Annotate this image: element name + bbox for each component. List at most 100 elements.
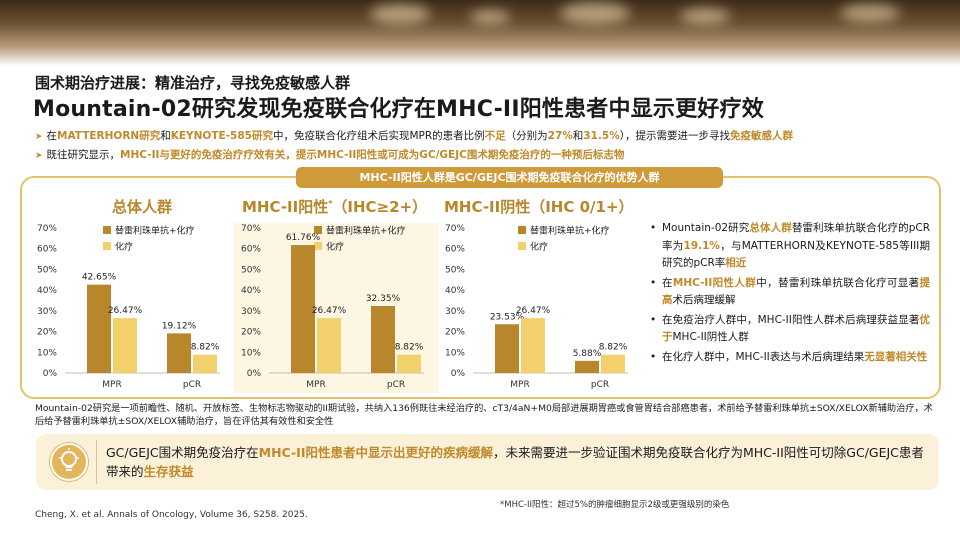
y-tick-label: 70% — [445, 224, 465, 234]
citation: Cheng, X. et al. Annals of Oncology, Vol… — [35, 510, 308, 520]
legend-label-combo: 替雷利珠单抗+化疗 — [115, 225, 195, 237]
text-segment: （分别为 — [505, 130, 548, 142]
legend-swatch-chemo — [518, 242, 526, 250]
category-label: pCR — [387, 380, 405, 390]
legend-label-combo: 替雷利珠单抗+化疗 — [326, 225, 406, 237]
y-tick-label: 60% — [241, 245, 261, 255]
highlighted-text: MATTERHORN研究 — [57, 130, 161, 142]
y-tick-label: 0% — [43, 369, 58, 379]
data-label: 32.35% — [366, 294, 401, 304]
bar-chemo — [521, 318, 545, 373]
intro-bullet-text: 既往研究显示，MHC-II与更好的免疫治疗疗效有关，提示MHC-II阳性或可成为… — [47, 149, 625, 161]
chart-title-sup: * — [328, 199, 333, 208]
legend-label-combo: 替雷利珠单抗+化疗 — [530, 225, 610, 237]
data-label: 19.12% — [162, 321, 197, 331]
highlighted-text: 优于 — [662, 313, 930, 344]
data-label: 61.76% — [286, 233, 321, 243]
text-segment: 和 — [160, 130, 171, 142]
y-tick-label: 0% — [451, 369, 466, 379]
legend-swatch-chemo — [103, 242, 111, 250]
data-label: 23.53% — [490, 312, 525, 322]
intro-bullet-text: 在MATTERHORN研究和KEYNOTE-585研究中，免疫联合化疗组术后实现… — [47, 130, 793, 142]
section-subtitle: 围术期治疗进展：精准治疗，寻找免疫敏感人群 — [35, 74, 351, 92]
text-segment: GC/GEJC围术期免疫治疗在 — [106, 445, 259, 460]
chart-title-overall: 总体人群 — [112, 198, 173, 216]
data-label: 26.47% — [108, 306, 143, 316]
data-label: 8.82% — [395, 343, 424, 353]
bar-chemo — [601, 354, 625, 373]
text-segment: 和 — [572, 130, 584, 142]
finding-item: 在免疫治疗人群中，MHC-II阳性人群术后病理获益显著优于MHC-II阴性人群 — [650, 312, 930, 347]
highlighted-text: 27% — [547, 130, 573, 142]
card-header: MHC-II阳性人群是GC/GEJC围术期免疫联合化疗的优势人群 — [296, 167, 723, 188]
highlighted-text: 无显著相关性 — [864, 350, 928, 363]
chart-title-positive-main: MHC-II阳性 — [242, 198, 329, 216]
y-tick-label: 60% — [445, 245, 465, 255]
text-segment: 在 — [662, 276, 673, 289]
bar-chemo — [317, 318, 341, 373]
category-label: pCR — [183, 380, 201, 390]
bar-combo — [495, 324, 519, 373]
highlighted-text: 总体人群 — [749, 222, 792, 234]
data-label: 26.47% — [516, 306, 551, 316]
legend-label-chemo: 化疗 — [530, 241, 548, 253]
category-label: MPR — [102, 380, 121, 390]
chart-title-negative: MHC-II阴性（IHC 0/1+） — [444, 198, 634, 216]
text-segment: ，未来需要进一步验证围术期免疫联合化疗为MHC-II阳性可切除GC/GEJC患者… — [106, 445, 924, 479]
conclusion-divider — [96, 440, 97, 484]
footnote: *MHC-II阳性：超过5%的肿瘤细胞显示2级或更强级别的染色 — [500, 500, 730, 510]
data-label: 42.65% — [82, 273, 117, 283]
bar-combo — [167, 333, 191, 373]
y-tick-label: 20% — [445, 328, 465, 338]
legend-label-chemo: 化疗 — [115, 241, 133, 253]
page-title: Mountain-02研究发现免疫联合化疗在MHC-II阳性患者中显示更好疗效 — [33, 97, 764, 122]
highlighted-text: 19.1% — [683, 239, 720, 252]
text-segment: 中，替雷利珠单抗联合化疗可显著 — [756, 276, 920, 289]
y-tick-label: 10% — [37, 348, 57, 358]
highlighted-text: MHC-II阳性患者中显示出更好的疾病缓解 — [258, 445, 493, 460]
bar-combo — [371, 305, 395, 373]
category-label: pCR — [591, 380, 609, 390]
highlighted-text: KEYNOTE-585研究 — [170, 130, 273, 142]
highlighted-text: 31.5% — [583, 130, 620, 142]
highlighted-text: 生存获益 — [143, 464, 194, 479]
highlighted-text: 提高 — [662, 276, 931, 307]
bar-combo — [575, 360, 599, 373]
text-segment: 在化疗人群中，MHC-II表达与术后病理结果 — [662, 350, 865, 363]
y-tick-label: 70% — [241, 224, 261, 234]
intro-bullets: ➤ 在MATTERHORN研究和KEYNOTE-585研究中，免疫联合化疗组术后实… — [35, 127, 793, 165]
legend-swatch-combo — [103, 226, 111, 234]
text-segment: 在免疫治疗人群中，MHC-II阳性人群术后病理获益显著 — [662, 313, 920, 326]
bar-chemo — [113, 318, 137, 373]
legend-swatch-combo — [518, 226, 526, 234]
chart-title-positive-rest: （IHC≥2+） — [332, 198, 428, 216]
study-description: Mountain-02研究是一项前瞻性、随机、开放标签、生物标志物驱动的II期试… — [35, 403, 933, 427]
category-label: MPR — [306, 380, 325, 390]
data-label: 8.82% — [599, 343, 628, 353]
y-tick-label: 50% — [445, 265, 465, 275]
text-segment: 在 — [46, 130, 58, 142]
conclusion-text: GC/GEJC围术期免疫治疗在MHC-II阳性患者中显示出更好的疾病缓解，未来需… — [106, 443, 926, 481]
highlighted-text: 相近 — [725, 257, 747, 269]
y-tick-label: 10% — [445, 348, 465, 358]
finding-item: Mountain-02研究总体人群替雷利珠单抗联合化疗的pCR率为19.1%，与… — [650, 220, 930, 273]
y-tick-label: 30% — [37, 307, 57, 317]
y-tick-label: 40% — [37, 286, 57, 296]
data-label: 26.47% — [312, 306, 347, 316]
header-banner — [0, 0, 960, 66]
highlighted-text: MHC-II阳性人群 — [672, 276, 757, 289]
highlighted-text: 免疫敏感人群 — [729, 130, 793, 142]
category-label: MPR — [510, 380, 529, 390]
y-tick-label: 30% — [241, 307, 261, 317]
y-tick-label: 60% — [37, 245, 57, 255]
legend-swatch-combo — [314, 226, 322, 234]
bullet-arrow-icon: ➤ — [35, 151, 43, 161]
bullet-arrow-icon: ➤ — [35, 132, 43, 142]
y-tick-label: 10% — [241, 348, 261, 358]
chart-title-positive: MHC-II阳性*（IHC≥2+） — [242, 196, 427, 217]
lightbulb-icon — [50, 443, 88, 481]
data-label: 8.82% — [191, 343, 220, 353]
text-segment: 既往研究显示， — [46, 149, 121, 161]
